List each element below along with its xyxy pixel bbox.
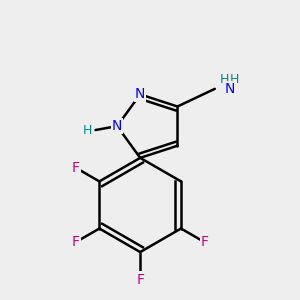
Text: H: H xyxy=(83,124,92,136)
Text: F: F xyxy=(72,161,80,175)
Text: H: H xyxy=(220,73,229,85)
Text: F: F xyxy=(201,235,209,249)
Text: N: N xyxy=(224,82,235,96)
Text: H: H xyxy=(230,73,239,85)
Text: F: F xyxy=(136,273,144,286)
Text: F: F xyxy=(72,235,80,249)
Text: N: N xyxy=(135,87,146,101)
Text: N: N xyxy=(112,119,122,133)
